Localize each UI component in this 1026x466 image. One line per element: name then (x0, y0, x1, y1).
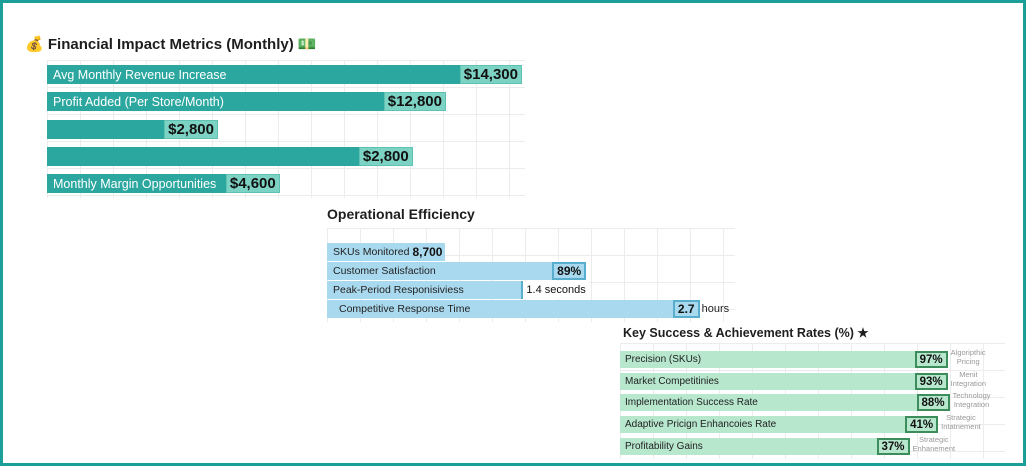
bar: Profitability Gains 37% (620, 438, 910, 455)
bar: Market Competitinies 93% (620, 373, 948, 390)
note-line: Pricing (956, 357, 980, 366)
note-line: Algoripthic (950, 348, 986, 357)
bar-value: 93% (914, 373, 948, 390)
bar: Monthly Margin Opportunities $4,600 (47, 174, 280, 193)
bar-note: Algoripthic Pricing (951, 348, 986, 366)
financial-title: 💰 Financial Impact Metrics (Monthly) 💵 (25, 36, 317, 53)
bar-value: 1.4 seconds (521, 281, 589, 299)
bar: Profit Added (Per Store/Month) $12,800 (47, 92, 446, 111)
bar: Avg Monthly Revenue Increase $14,300 (47, 65, 522, 84)
bar-value: 88% (916, 394, 950, 411)
bar-label: Precision (SKUs) (625, 354, 702, 365)
bar-label: Competitive Response Time (339, 303, 471, 315)
bar-value: $12,800 (383, 92, 446, 111)
bar: $2,800 (47, 120, 218, 139)
bar-label: Peak-Period Responisiviess (333, 284, 464, 296)
bar-label: Profit Added (Per Store/Month) (53, 94, 224, 109)
operational-title: Operational Efficiency (327, 206, 475, 222)
bar: Peak-Period Responisiviess 1.4 seconds (327, 281, 589, 299)
bar-label: Customer Satisfaction (333, 265, 436, 277)
bar-value: 41% (905, 416, 939, 433)
bar-note: Strategic Intatnement (941, 413, 981, 431)
bar-unit: hours (701, 303, 730, 315)
bar-value: $4,600 (225, 174, 280, 193)
bar-label: Profitability Gains (625, 441, 703, 452)
note-line: Integration (953, 400, 990, 409)
note-line: Intatnement (941, 422, 981, 431)
bar-label: Avg Monthly Revenue Increase (53, 67, 227, 82)
bar-value: 2.7 (672, 300, 700, 318)
bar-value: $14,300 (459, 65, 522, 84)
key-success-chart: Precision (SKUs) 97% Algoripthic Pricing Mar… (620, 343, 1005, 459)
bar: SKUs Monitored 8,700 (327, 243, 446, 261)
bar-value: $2,800 (164, 120, 218, 139)
money-bag-icon: 💰 (25, 36, 44, 53)
bar-value: 8,700 (409, 243, 446, 261)
bar: Adaptive Pricign Enhancoies Rate 41% (620, 416, 939, 433)
note-line: Enhanement (912, 444, 956, 453)
bar: Customer Satisfaction 89% (327, 262, 587, 280)
bar: $2,800 (47, 147, 413, 166)
bar: Precision (SKUs) 97% (620, 351, 948, 368)
note-line: Strategic (946, 413, 976, 422)
bar-note: Menit Integration (951, 370, 986, 388)
bar-value: $2,800 (358, 147, 413, 166)
operational-chart: SKUs Monitored 8,700 Customer Satisfaction… (327, 228, 735, 322)
key-success-title: Key Success & Achievement Rates (%) ★ (623, 326, 869, 340)
bar-label: Monthly Margin Opportunities (53, 176, 217, 191)
note-line: Strategic (919, 435, 949, 444)
note-line: Technology (952, 391, 991, 400)
bar-label: Adaptive Pricign Enhancoies Rate (625, 419, 777, 430)
note-line: Integration (950, 379, 987, 388)
money-stack-icon: 💵 (297, 36, 317, 53)
bar-value: 89% (552, 262, 587, 280)
note-line: Menit (959, 370, 978, 379)
bar-note: Technology Integration (953, 391, 991, 409)
bar-value: 97% (914, 351, 948, 368)
bar: Competitive Response Time 2.7 (327, 300, 700, 318)
bar-value: 37% (876, 438, 910, 455)
bar-label: SKUs Monitored (333, 246, 410, 258)
bar-label: Implementation Success Rate (625, 397, 758, 408)
bar-label: Market Competitinies (625, 376, 719, 387)
financial-chart: Avg Monthly Revenue Increase $14,300 Profi… (47, 60, 525, 198)
bar: Implementation Success Rate 88% (620, 394, 950, 411)
bar-note: Strategic Enhanement (913, 435, 956, 453)
